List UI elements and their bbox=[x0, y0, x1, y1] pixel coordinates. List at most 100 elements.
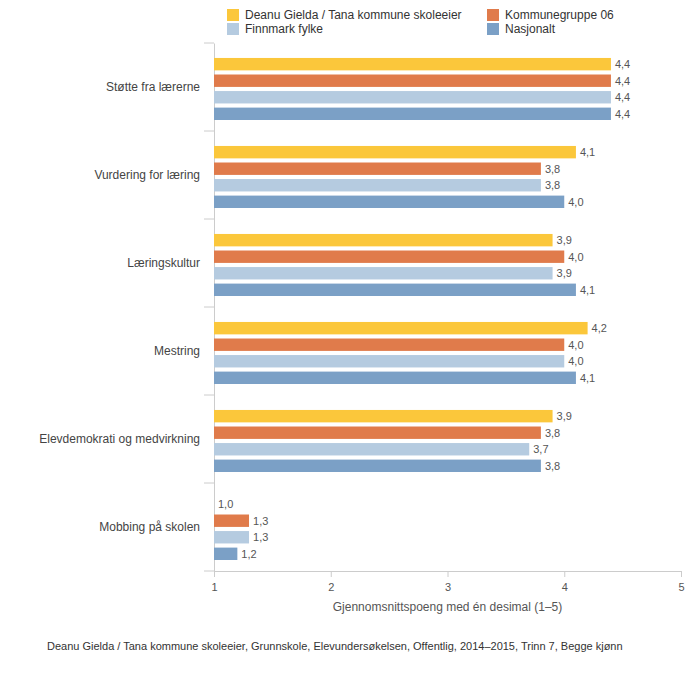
x-tick-line bbox=[448, 571, 449, 577]
bar bbox=[214, 498, 215, 510]
data-label: 1,3 bbox=[253, 531, 268, 543]
bar bbox=[214, 548, 237, 560]
bar bbox=[214, 91, 611, 103]
chart: Støtte fra lærerne Vurdering for læring Læ… bbox=[0, 0, 700, 676]
legend-swatch bbox=[487, 9, 499, 21]
x-tick: 4 bbox=[562, 571, 568, 593]
x-tick: 2 bbox=[328, 571, 334, 593]
x-tick-line bbox=[214, 571, 215, 577]
data-label: 4,2 bbox=[592, 322, 607, 334]
data-label: 1,3 bbox=[253, 515, 268, 527]
data-label: 3,8 bbox=[545, 163, 560, 175]
x-axis-title: Gjennomsnittspoeng med én desimal (1–5) bbox=[333, 600, 562, 614]
y-tick: Vurdering for læring bbox=[94, 168, 214, 182]
category-separator bbox=[204, 219, 214, 220]
bar bbox=[214, 284, 576, 296]
bar bbox=[214, 372, 576, 384]
legend-label: Deanu Gielda / Tana kommune skoleeier bbox=[245, 8, 462, 22]
x-axis: 1 2 3 4 5 bbox=[211, 571, 684, 593]
data-labels: 4,4 4,1 3,9 4,2 3,9 1,0 4,4 3,8 4,0 4,0 3,8 1,3 4,4 3… bbox=[218, 58, 630, 560]
x-tick-line bbox=[681, 571, 682, 577]
bars bbox=[214, 58, 611, 560]
data-label: 1,0 bbox=[218, 498, 233, 510]
bar bbox=[214, 531, 249, 543]
bar bbox=[214, 427, 541, 439]
bar bbox=[214, 163, 541, 175]
data-label: 3,8 bbox=[545, 427, 560, 439]
x-tick-label: 5 bbox=[678, 581, 684, 593]
bar bbox=[214, 234, 553, 246]
x-tick-label: 3 bbox=[445, 581, 451, 593]
x-tick: 1 bbox=[211, 571, 217, 593]
y-tick-label: Mobbing på skolen bbox=[99, 520, 200, 534]
legend-label: Finnmark fylke bbox=[245, 22, 323, 36]
legend-item: Finnmark fylke bbox=[227, 22, 323, 36]
bar bbox=[214, 146, 576, 158]
bar bbox=[214, 410, 553, 422]
y-tick: Støtte fra lærerne bbox=[106, 80, 214, 94]
legend-swatch bbox=[487, 23, 499, 35]
data-label: 3,7 bbox=[533, 443, 548, 455]
data-label: 4,1 bbox=[580, 146, 595, 158]
bar bbox=[214, 179, 541, 191]
data-label: 3,8 bbox=[545, 460, 560, 472]
legend: Deanu Gielda / Tana kommune skoleeier Kom… bbox=[227, 8, 614, 36]
legend-item: Kommunegruppe 06 bbox=[487, 8, 614, 22]
y-tick-label: Støtte fra lærerne bbox=[106, 80, 200, 94]
x-tick-label: 2 bbox=[328, 581, 334, 593]
footnote: Deanu Gielda / Tana kommune skoleeier, G… bbox=[47, 640, 623, 652]
x-tick: 3 bbox=[445, 571, 451, 593]
x-tick-line bbox=[564, 571, 565, 577]
category-separator bbox=[204, 571, 214, 572]
bar bbox=[214, 267, 553, 279]
legend-swatch bbox=[227, 9, 239, 21]
bar bbox=[214, 75, 611, 87]
y-tick: Mestring bbox=[154, 344, 214, 358]
x-tick-label: 4 bbox=[562, 581, 568, 593]
category-separator bbox=[204, 43, 214, 44]
legend-label: Kommunegruppe 06 bbox=[505, 8, 614, 22]
category-separator bbox=[204, 395, 214, 396]
y-tick-label: Elevdemokrati og medvirkning bbox=[39, 432, 200, 446]
bar bbox=[214, 355, 564, 367]
legend-item: Deanu Gielda / Tana kommune skoleeier bbox=[227, 8, 462, 22]
data-label: 3,8 bbox=[545, 179, 560, 191]
y-tick-label: Læringskultur bbox=[127, 256, 200, 270]
bar bbox=[214, 339, 564, 351]
category-separators bbox=[204, 43, 214, 571]
data-label: 3,9 bbox=[557, 234, 572, 246]
y-tick: Læringskultur bbox=[127, 256, 214, 270]
bar bbox=[214, 460, 541, 472]
legend-item: Nasjonalt bbox=[487, 22, 556, 36]
category-separator bbox=[204, 131, 214, 132]
bar bbox=[214, 515, 249, 527]
y-tick: Elevdemokrati og medvirkning bbox=[39, 432, 214, 446]
bar bbox=[214, 322, 588, 334]
legend-label: Nasjonalt bbox=[505, 22, 556, 36]
bar bbox=[214, 58, 611, 70]
legend-swatch bbox=[227, 23, 239, 35]
data-label: 4,4 bbox=[615, 75, 630, 87]
data-label: 3,9 bbox=[557, 267, 572, 279]
y-tick-label: Vurdering for læring bbox=[94, 168, 200, 182]
x-tick: 5 bbox=[678, 571, 684, 593]
data-label: 4,0 bbox=[568, 355, 583, 367]
y-axis-line bbox=[214, 44, 215, 572]
data-label: 4,0 bbox=[568, 339, 583, 351]
x-tick-label: 1 bbox=[211, 581, 217, 593]
data-label: 4,0 bbox=[568, 251, 583, 263]
y-tick-label: Mestring bbox=[154, 344, 200, 358]
plot: Støtte fra lærerne Vurdering for læring Læ… bbox=[39, 43, 684, 593]
y-axis: Støtte fra lærerne Vurdering for læring Læ… bbox=[39, 44, 214, 572]
bar bbox=[214, 443, 529, 455]
bar bbox=[214, 196, 564, 208]
data-label: 4,4 bbox=[615, 108, 630, 120]
data-label: 4,1 bbox=[580, 372, 595, 384]
x-tick-line bbox=[331, 571, 332, 577]
data-label: 4,1 bbox=[580, 284, 595, 296]
x-axis-line bbox=[215, 572, 682, 578]
bar bbox=[214, 251, 564, 263]
category-separator bbox=[204, 483, 214, 484]
data-label: 4,4 bbox=[615, 91, 630, 103]
y-tick: Mobbing på skolen bbox=[99, 520, 214, 534]
